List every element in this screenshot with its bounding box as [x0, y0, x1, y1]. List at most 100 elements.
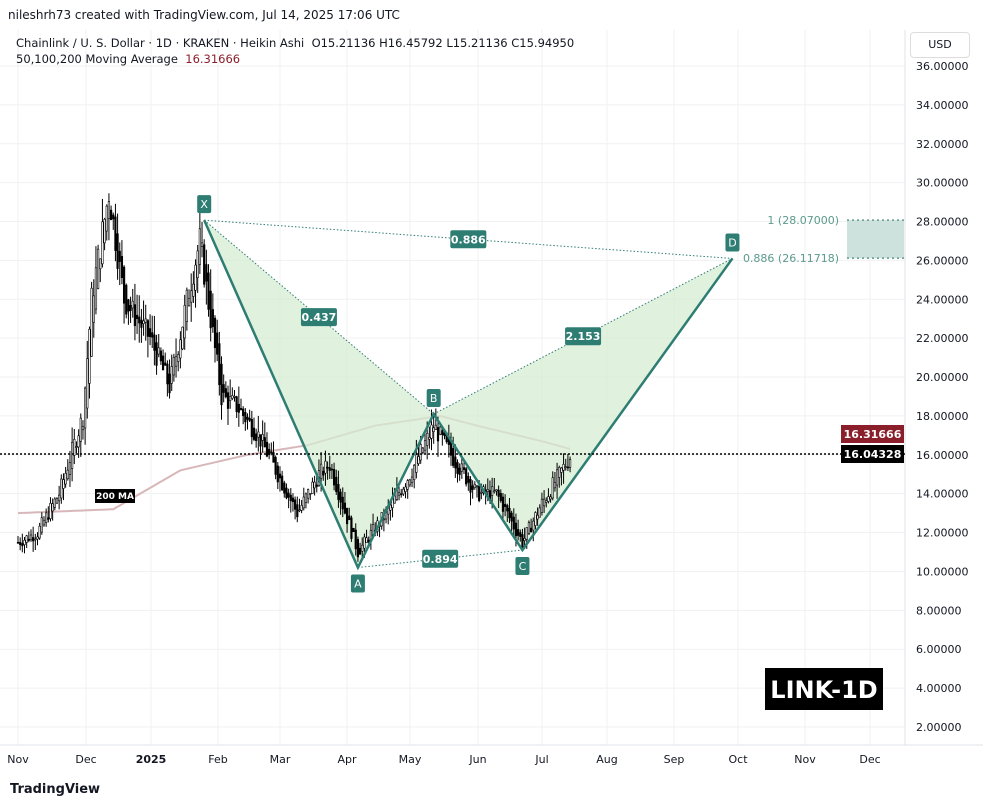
ratio-badge	[300, 308, 337, 327]
candle-body	[545, 500, 548, 503]
candle-body	[345, 507, 349, 525]
candle-body	[183, 305, 186, 339]
point-badge	[515, 557, 530, 576]
candle-body	[300, 505, 303, 511]
candle-body	[311, 481, 314, 494]
candle-body	[558, 467, 561, 478]
candle-body	[562, 463, 565, 471]
candle-body	[211, 309, 214, 328]
candle-body	[153, 334, 156, 351]
candle-body	[319, 463, 323, 479]
ratio-badge	[450, 230, 487, 249]
y-tick-label: 8.00000	[916, 604, 962, 617]
candle-body	[209, 290, 212, 329]
candle-body	[348, 515, 351, 521]
y-tick-label: 28.00000	[916, 216, 969, 229]
candle-body	[207, 272, 210, 310]
candle-body	[491, 486, 494, 496]
candle-body	[231, 395, 234, 399]
ratio-label: 2.153	[566, 330, 601, 343]
tradingview-logo-text: TradingView	[10, 782, 101, 797]
y-tick-label: 6.00000	[916, 643, 962, 656]
candle-body	[122, 266, 126, 304]
candle-body	[38, 525, 41, 539]
candle-body	[365, 537, 368, 543]
point-label-B: B	[430, 392, 438, 405]
candle-body	[272, 452, 275, 463]
y-tick-label: 4.00000	[916, 682, 962, 695]
candle-body	[294, 499, 297, 510]
point-label-X: X	[200, 198, 208, 211]
candle-body	[363, 536, 366, 549]
candle-body	[49, 503, 52, 519]
candle-body	[140, 319, 143, 328]
candle-body	[235, 396, 238, 413]
x-tick-label: Sep	[664, 753, 685, 766]
candle-body	[285, 487, 288, 499]
ratio-label: 0.437	[302, 311, 337, 324]
candle-body	[568, 459, 572, 468]
y-tick-label: 12.00000	[916, 527, 969, 540]
price-badge-label: 16.04328	[844, 448, 902, 461]
harmonic-pattern-line	[203, 219, 734, 571]
candle-body	[382, 518, 385, 521]
candle-body	[55, 498, 59, 504]
candle-body	[471, 485, 474, 490]
candle-body	[129, 305, 132, 311]
y-tick-label: 30.00000	[916, 177, 969, 190]
candle-body	[547, 496, 550, 502]
candle-body	[521, 534, 524, 547]
candle-body	[281, 475, 284, 491]
candle-body	[430, 424, 433, 439]
candle-body	[332, 469, 336, 486]
candle-body	[530, 527, 533, 533]
candle-body	[341, 496, 344, 510]
candle-body	[255, 433, 258, 441]
candle-body	[540, 498, 544, 513]
point-label-C: C	[519, 560, 527, 573]
candle-body	[564, 466, 567, 468]
candle-body	[527, 522, 531, 534]
candle-body	[439, 426, 442, 435]
candle-body	[97, 248, 100, 289]
candle-body	[81, 425, 85, 431]
candle-body	[454, 456, 457, 469]
x-tick-label: Jun	[468, 753, 486, 766]
candle-body	[393, 495, 396, 504]
candle-body	[51, 503, 54, 512]
x-tick-label: Dec	[859, 753, 880, 766]
symbol-label[interactable]: Chainlink / U. S. Dollar · 1D · KRAKEN ·…	[16, 36, 305, 50]
candle-body	[497, 489, 500, 497]
candle-body	[525, 527, 528, 540]
candle-body	[330, 468, 334, 471]
candle-body	[116, 233, 119, 269]
candle-body	[367, 539, 370, 543]
candle-body	[410, 476, 414, 483]
ratio-badge	[422, 549, 459, 568]
candle-body	[352, 527, 355, 533]
candle-body	[135, 314, 139, 320]
candle-body	[213, 317, 217, 348]
y-tick-label: 32.00000	[916, 138, 969, 151]
candle-body	[84, 387, 87, 429]
candle-body	[519, 532, 522, 537]
point-badge	[350, 574, 365, 593]
candle-body	[337, 484, 340, 500]
candle-body	[216, 332, 219, 355]
candle-body	[313, 481, 316, 489]
candle-body	[114, 216, 117, 251]
candle-body	[103, 218, 106, 244]
candle-body	[415, 454, 418, 473]
currency-button[interactable]: USD	[910, 32, 970, 58]
ma-label[interactable]: 50,100,200 Moving Average	[16, 52, 178, 66]
candle-body	[553, 481, 557, 489]
candle-body	[361, 544, 364, 552]
candle-body	[404, 486, 407, 492]
candle-body	[343, 502, 347, 514]
candle-body	[261, 434, 264, 441]
candle-body	[220, 363, 223, 406]
ratio-label: 0.894	[423, 553, 458, 566]
candle-body	[179, 339, 182, 359]
y-tick-label: 2.00000	[916, 721, 962, 734]
